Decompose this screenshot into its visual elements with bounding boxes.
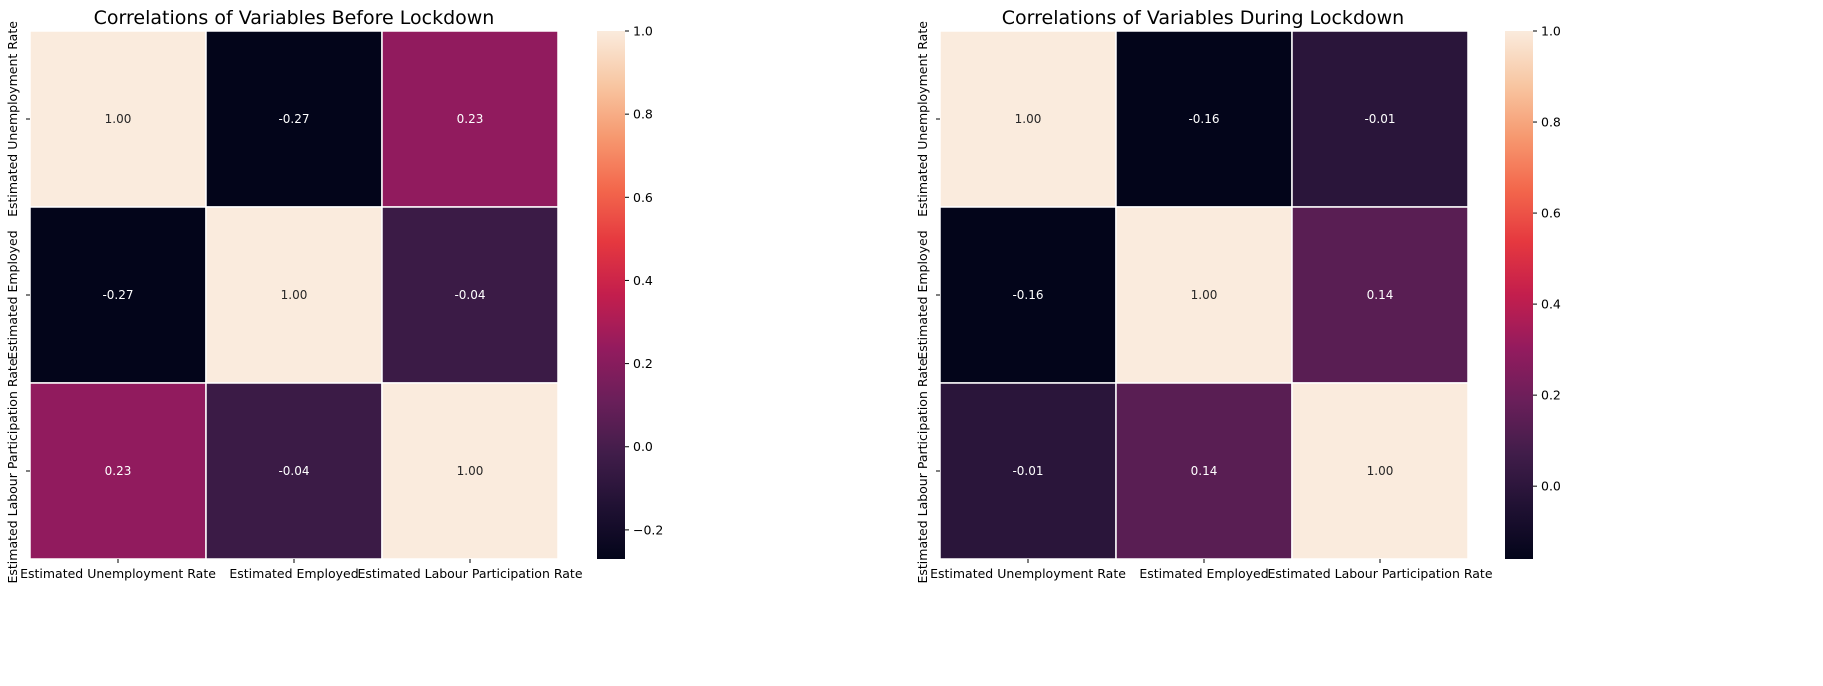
colorbar-tick-label: 1.0 — [633, 24, 653, 39]
heatmap-cell — [205, 382, 383, 560]
y-tick-label: Estimated Employed — [5, 230, 20, 359]
cell-annotation: 0.23 — [457, 112, 484, 126]
y-tick-label: Estimated Unemployment Rate — [5, 21, 20, 217]
heatmap-cell — [1291, 206, 1469, 384]
heatmap-cell — [1115, 206, 1293, 384]
colorbar-tick-label: 0.8 — [1541, 115, 1561, 130]
x-tick-label: Estimated Unemployment Rate — [930, 566, 1126, 581]
heatmap-cell — [29, 206, 207, 384]
colorbar — [597, 31, 625, 559]
y-tick-label: Estimated Labour Participation Rate — [915, 358, 930, 583]
cell-annotation: -0.01 — [1364, 112, 1395, 126]
heatmap-cell — [205, 30, 383, 208]
colorbar-tick-label: 1.0 — [1541, 24, 1561, 39]
colorbar — [1505, 31, 1533, 559]
x-tick-label: Estimated Employed — [229, 566, 358, 581]
colorbar-tick-label: 0.6 — [1541, 206, 1561, 221]
y-tick-label: Estimated Unemployment Rate — [915, 21, 930, 217]
x-tick-label: Estimated Unemployment Rate — [20, 566, 216, 581]
colorbar-tick-label: 0.0 — [1541, 479, 1561, 494]
colorbar-tick-label: 0.6 — [633, 190, 653, 205]
colorbar-tick-label: 0.2 — [633, 356, 653, 371]
chart-title: Correlations of Variables During Lockdow… — [1002, 7, 1404, 29]
cell-annotation: 1.00 — [281, 288, 308, 302]
cell-annotation: 1.00 — [457, 464, 484, 478]
colorbar-tick-label: −0.2 — [633, 522, 663, 537]
cell-annotation: -0.27 — [102, 288, 133, 302]
colorbar-tick-label: 0.8 — [633, 107, 653, 122]
cell-annotation: -0.04 — [454, 288, 485, 302]
x-tick-label: Estimated Employed — [1139, 566, 1268, 581]
cell-annotation: -0.16 — [1188, 112, 1219, 126]
cell-annotation: 0.14 — [1367, 288, 1394, 302]
cell-annotation: 1.00 — [1191, 288, 1218, 302]
colorbar-tick-label: 0.2 — [1541, 388, 1561, 403]
colorbar-tick-label: 0.4 — [633, 273, 653, 288]
heatmap-cell — [939, 382, 1117, 560]
colorbar-tick-label: 0.4 — [1541, 297, 1561, 312]
heatmap-cell — [1291, 382, 1469, 560]
colorbar-tick-label: 0.0 — [633, 439, 653, 454]
heatmap-cell — [1291, 30, 1469, 208]
heatmap-cell — [939, 30, 1117, 208]
y-tick-label: Estimated Employed — [915, 230, 930, 359]
heatmap-panel-during-lockdown: Correlations of Variables During Lockdow… — [915, 7, 1561, 584]
y-tick-label: Estimated Labour Participation Rate — [5, 358, 20, 583]
heatmap-cell — [1115, 30, 1293, 208]
chart-title: Correlations of Variables Before Lockdow… — [94, 7, 495, 29]
heatmap-cell — [205, 206, 383, 384]
heatmap-cell — [29, 30, 207, 208]
cell-annotation: -0.04 — [278, 464, 309, 478]
heatmap-cell — [1115, 382, 1293, 560]
x-tick-label: Estimated Labour Participation Rate — [1267, 566, 1492, 581]
cell-annotation: -0.01 — [1012, 464, 1043, 478]
heatmap-cell — [381, 206, 559, 384]
cell-annotation: 1.00 — [1367, 464, 1394, 478]
cell-annotation: 1.00 — [1015, 112, 1042, 126]
x-tick-label: Estimated Labour Participation Rate — [357, 566, 582, 581]
cell-annotation: 1.00 — [105, 112, 132, 126]
heatmap-cell — [381, 30, 559, 208]
cell-annotation: 0.14 — [1191, 464, 1218, 478]
heatmap-panel-before-lockdown: Correlations of Variables Before Lockdow… — [5, 7, 663, 584]
cell-annotation: -0.27 — [278, 112, 309, 126]
cell-annotation: -0.16 — [1012, 288, 1043, 302]
cell-annotation: 0.23 — [105, 464, 132, 478]
